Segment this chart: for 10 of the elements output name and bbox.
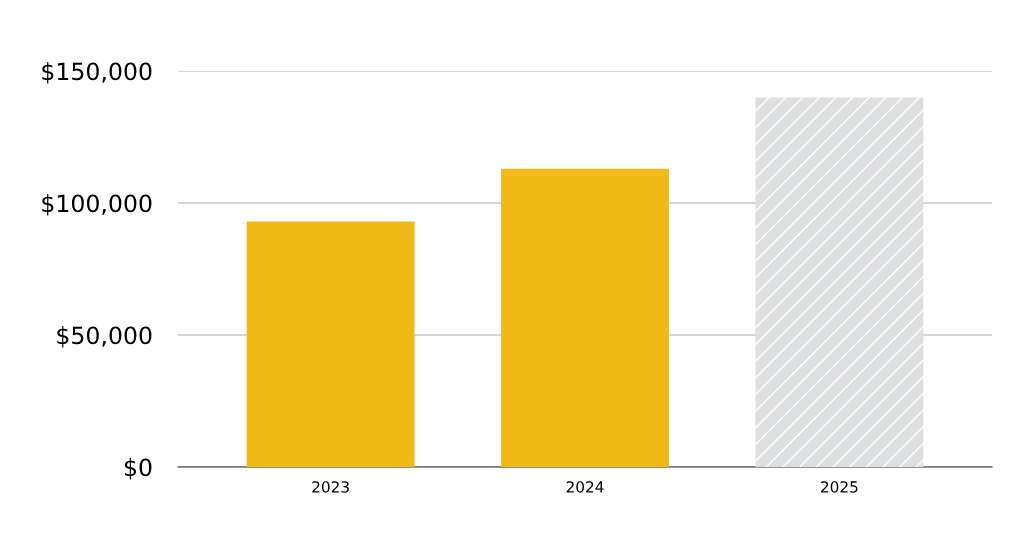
y-tick-label: $150,000	[42, 62, 152, 84]
y-tick-label: $50,000	[57, 326, 152, 348]
y-tick-label: $100,000	[42, 194, 152, 216]
bar	[246, 221, 415, 467]
bar	[501, 168, 669, 467]
x-tick-label: 2025	[821, 481, 858, 493]
x-tick-label: 2024	[566, 481, 604, 493]
bar	[755, 97, 924, 467]
x-tick-label: 2023	[312, 481, 349, 493]
y-tick-label: $0	[124, 458, 152, 480]
